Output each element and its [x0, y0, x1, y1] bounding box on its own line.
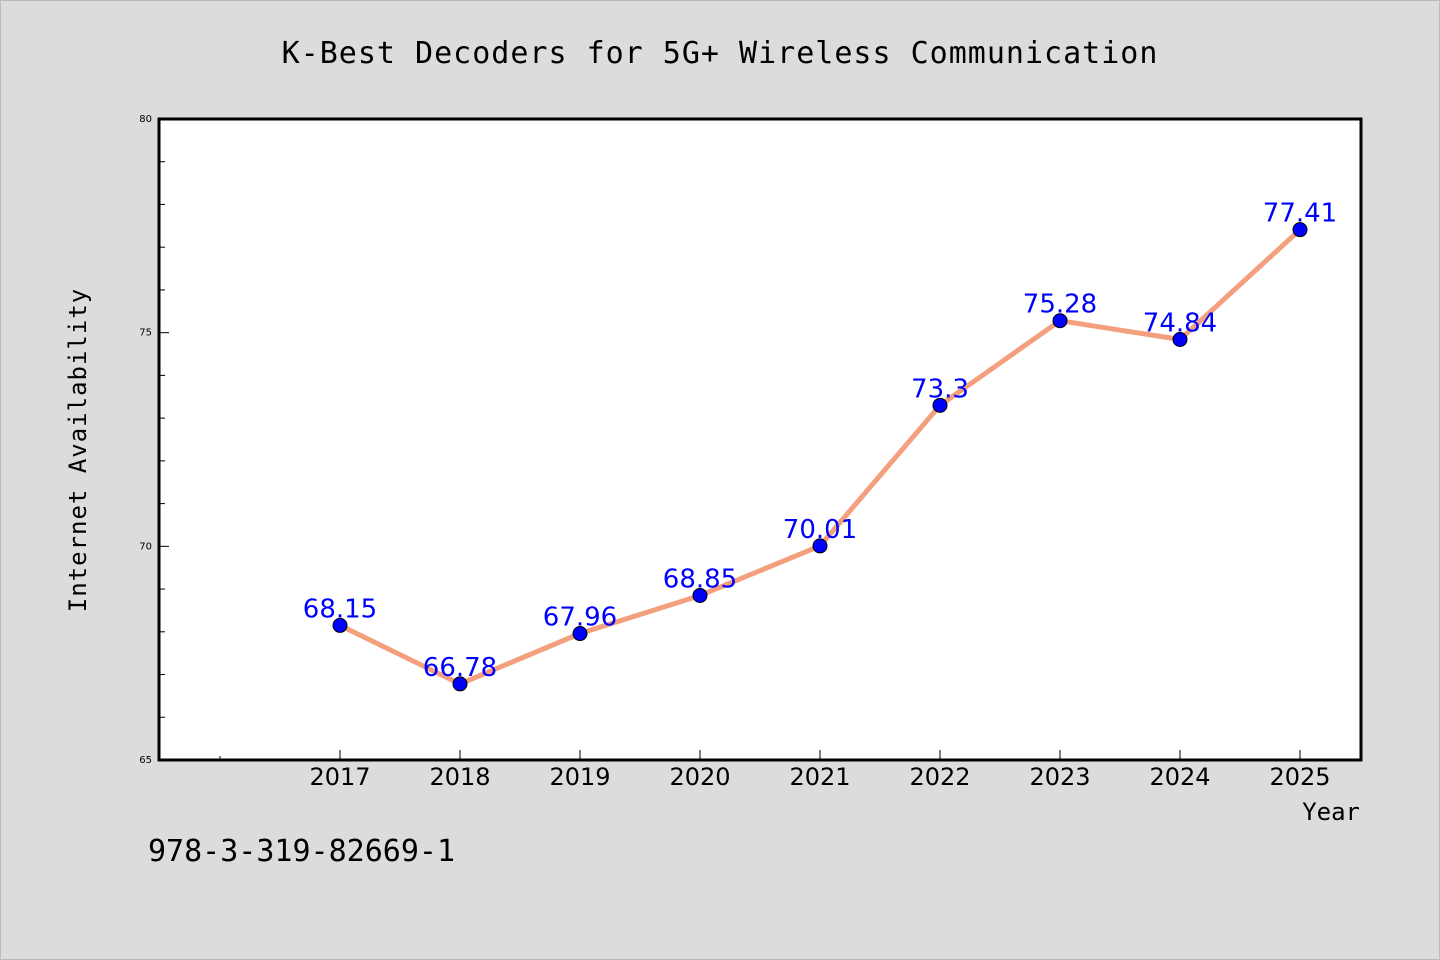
data-label: 75.28	[1023, 290, 1097, 320]
y-axis: 65 70 75 80	[139, 114, 169, 766]
chart-title: K-Best Decoders for 5G+ Wireless Communi…	[282, 36, 1159, 71]
isbn-caption: 978-3-319-82669-1	[148, 834, 456, 869]
data-point-marker	[1292, 222, 1308, 238]
y-tick-label: 65	[139, 755, 152, 766]
x-tick-label: 2021	[789, 763, 850, 791]
x-tick-label: 2022	[909, 763, 970, 791]
data-point-marker	[332, 617, 348, 633]
x-axis: 2017 2018 2019 2020 2021 2022 2023 2024 2025	[219, 750, 1331, 791]
x-tick-label: 2020	[669, 763, 730, 791]
y-tick-label: 70	[139, 541, 152, 552]
data-label: 70.01	[783, 515, 857, 545]
x-tick-label: 2025	[1269, 763, 1330, 791]
plot-area	[157, 117, 1363, 762]
data-label: 74.84	[1143, 309, 1217, 339]
data-point-marker	[932, 397, 948, 413]
x-tick-label: 2017	[309, 763, 370, 791]
y-tick-label: 75	[139, 328, 152, 339]
x-tick-label: 2018	[429, 763, 490, 791]
x-axis-label: Year	[1302, 798, 1360, 826]
y-axis-label: Internet Availability	[64, 288, 92, 612]
data-label: 77.41	[1263, 199, 1337, 229]
data-point-marker	[692, 587, 708, 603]
data-point-marker	[572, 626, 588, 642]
data-point-marker	[1052, 313, 1068, 329]
data-markers	[332, 222, 1308, 692]
data-label: 68.15	[303, 594, 377, 624]
data-label: 67.96	[543, 603, 617, 633]
y-tick-label: 80	[139, 114, 152, 125]
data-label: 68.85	[663, 564, 737, 594]
data-point-marker	[1172, 332, 1188, 348]
x-tick-label: 2024	[1149, 763, 1210, 791]
data-label: 73.3	[911, 374, 969, 404]
x-tick-label: 2023	[1029, 763, 1090, 791]
x-tick-label: 2019	[549, 763, 610, 791]
data-labels: 68.15 66.78 67.96 68.85 70.01 73.3 75.28 74.84 7…	[303, 199, 1337, 683]
data-point-marker	[452, 676, 468, 692]
data-label: 66.78	[423, 653, 497, 683]
data-point-marker	[812, 538, 828, 554]
